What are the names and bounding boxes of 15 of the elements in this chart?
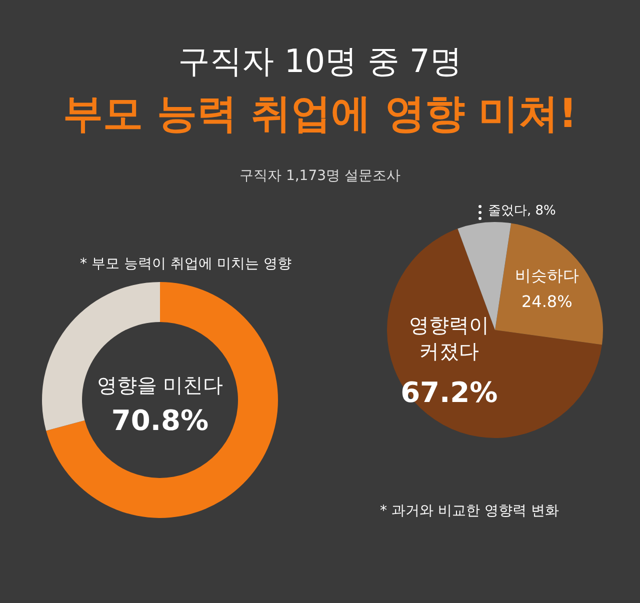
slice-label: 영향력이 커졌다 bbox=[409, 313, 490, 364]
data-label: 67.2% bbox=[400, 376, 498, 410]
slice-label: 줄었다, 8% bbox=[488, 204, 556, 219]
text: * 부모 능력이 취업에 미치는 영향 bbox=[80, 256, 292, 272]
pie-slice bbox=[387, 228, 602, 438]
slice-label: 영향을 미친다 bbox=[96, 373, 224, 397]
chart-title: 구직자 10명 중 7명 bbox=[178, 42, 462, 80]
data-label: 24.8% bbox=[521, 292, 572, 312]
chart-subtitle: 부모 능력 취업에 영향 미쳐! bbox=[63, 91, 577, 137]
slice-label: 비슷하다 bbox=[514, 266, 579, 286]
data-label: 70.8% bbox=[111, 404, 209, 437]
pie-slice bbox=[495, 223, 603, 345]
text: * 과거와 비교한 영향력 변화 bbox=[380, 503, 559, 519]
text: 구직자 1,173명 설문조사 bbox=[240, 168, 400, 184]
donut-slice bbox=[46, 282, 278, 518]
